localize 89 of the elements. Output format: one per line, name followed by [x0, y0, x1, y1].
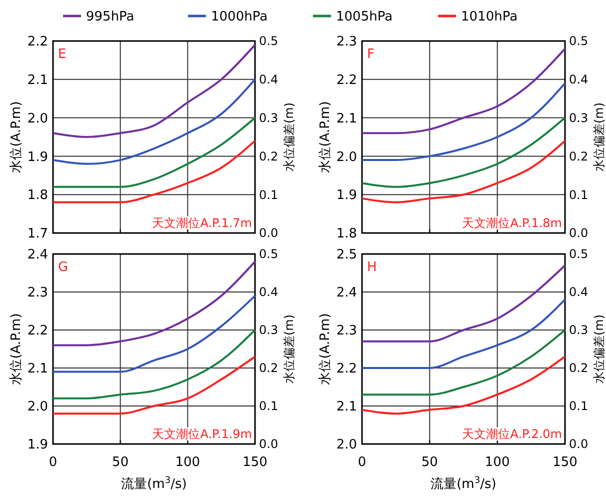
y2-axis-title: 水位偏差(m): [592, 102, 606, 172]
y2-tick-label: 0.0: [259, 226, 278, 240]
y-axis-title: 水位(A.P.m): [318, 313, 333, 385]
x-tick-label: 0: [358, 455, 366, 470]
line-series: [52, 260, 256, 346]
y-tick-label: 2.2: [336, 72, 357, 88]
legend-label: 995hPa: [86, 10, 134, 25]
y-tick-label: 1.9: [27, 438, 48, 453]
line-series: [52, 140, 256, 204]
y-axis-title: 水位(A.P.m): [9, 101, 24, 173]
annotation: F: [367, 47, 374, 62]
line-series: [361, 140, 566, 204]
y2-tick-label: 0.2: [569, 149, 588, 164]
annotation: G: [58, 260, 68, 275]
y2-tick-label: 0.4: [259, 285, 278, 300]
y2-tick-label: 0.4: [259, 72, 278, 87]
y-tick-label: 2.1: [27, 72, 48, 88]
legend-label: 1010hPa: [461, 10, 518, 25]
y-tick-label: 2.3: [336, 324, 357, 339]
y2-tick-label: 0.3: [259, 323, 278, 338]
y-tick-label: 2.2: [27, 324, 48, 339]
y-tick-label: 2.2: [336, 362, 357, 377]
y-tick-label: 2.1: [27, 362, 48, 377]
y2-tick-label: 0.5: [259, 247, 278, 262]
y-tick-label: 2.0: [336, 438, 357, 453]
y-tick-label: 2.4: [336, 286, 357, 301]
y2-tick-label: 0.5: [569, 247, 588, 262]
y-tick-label: 2.0: [27, 111, 48, 126]
x-tick-label: 50: [421, 455, 438, 470]
legend-label: 1005hPa: [336, 10, 393, 25]
line-series: [361, 48, 566, 134]
y-tick-label: 2.1: [336, 111, 357, 126]
y-tick-label: 1.8: [336, 226, 357, 242]
x-tick-label: 100: [484, 455, 510, 470]
y-tick-label: 2.3: [336, 34, 357, 50]
y-tick-label: 2.0: [336, 150, 357, 165]
y2-axis-title: 水位偏差(m): [592, 314, 606, 384]
line-series: [52, 44, 256, 138]
x-axis-title: 流量(m$^{3}$/s): [430, 476, 496, 492]
y-tick-label: 2.5: [336, 248, 357, 263]
line-series: [361, 356, 566, 415]
x-tick-label: 0: [48, 455, 58, 470]
legend-label: 1000hPa: [211, 10, 268, 25]
x-tick-label: 50: [112, 455, 129, 470]
y-tick-label: 2.0: [27, 400, 48, 415]
y-axis-title: 水位(A.P.m): [318, 101, 333, 173]
y-axis-title: 水位(A.P.m): [9, 313, 24, 385]
y2-tick-label: 0.0: [259, 437, 278, 452]
y2-tick-label: 0.0: [569, 437, 588, 452]
y2-tick-label: 0.5: [569, 34, 588, 48]
line-series: [361, 116, 566, 188]
y2-tick-label: 0.1: [569, 188, 588, 202]
y-tick-label: 1.8: [27, 188, 48, 204]
y2-tick-label: 0.2: [569, 361, 588, 376]
y-tick-label: 2.4: [27, 248, 48, 263]
y2-tick-label: 0.4: [569, 285, 588, 300]
y2-tick-label: 0.3: [569, 111, 588, 125]
y2-tick-label: 0.0: [569, 226, 588, 240]
line-series: [52, 294, 256, 373]
x-axis-title: 流量(m$^{3}$/s): [121, 476, 187, 492]
line-series: [52, 356, 256, 415]
x-tick-label: 150: [242, 455, 268, 470]
y-tick-label: 2.3: [27, 286, 48, 301]
y-tick-label: 2.2: [27, 34, 48, 50]
annotation: E: [58, 47, 66, 62]
y-tick-label: 2.1: [336, 400, 357, 415]
x-tick-label: 150: [552, 455, 578, 470]
y2-axis-title: 水位偏差(m): [282, 102, 296, 172]
line-series: [361, 298, 566, 369]
y2-tick-label: 0.1: [259, 188, 278, 202]
y2-tick-label: 0.5: [259, 34, 278, 48]
y2-tick-label: 0.3: [569, 323, 588, 338]
line-series: [361, 329, 566, 396]
y2-tick-label: 0.2: [259, 149, 278, 164]
line-series: [52, 116, 256, 188]
y2-tick-label: 0.4: [569, 72, 588, 87]
annotation: H: [367, 260, 377, 275]
y-tick-label: 1.9: [336, 188, 357, 204]
line-series: [361, 82, 566, 162]
line-series: [52, 78, 256, 165]
x-tick-label: 100: [175, 455, 200, 470]
y-tick-label: 1.7: [27, 226, 48, 242]
y2-tick-label: 0.2: [259, 361, 278, 376]
y2-tick-label: 0.1: [259, 399, 278, 414]
y-tick-label: 1.9: [27, 150, 48, 165]
y2-tick-label: 0.1: [569, 399, 588, 414]
y2-axis-title: 水位偏差(m): [282, 314, 296, 384]
line-series: [52, 329, 256, 400]
y2-tick-label: 0.3: [259, 111, 278, 125]
